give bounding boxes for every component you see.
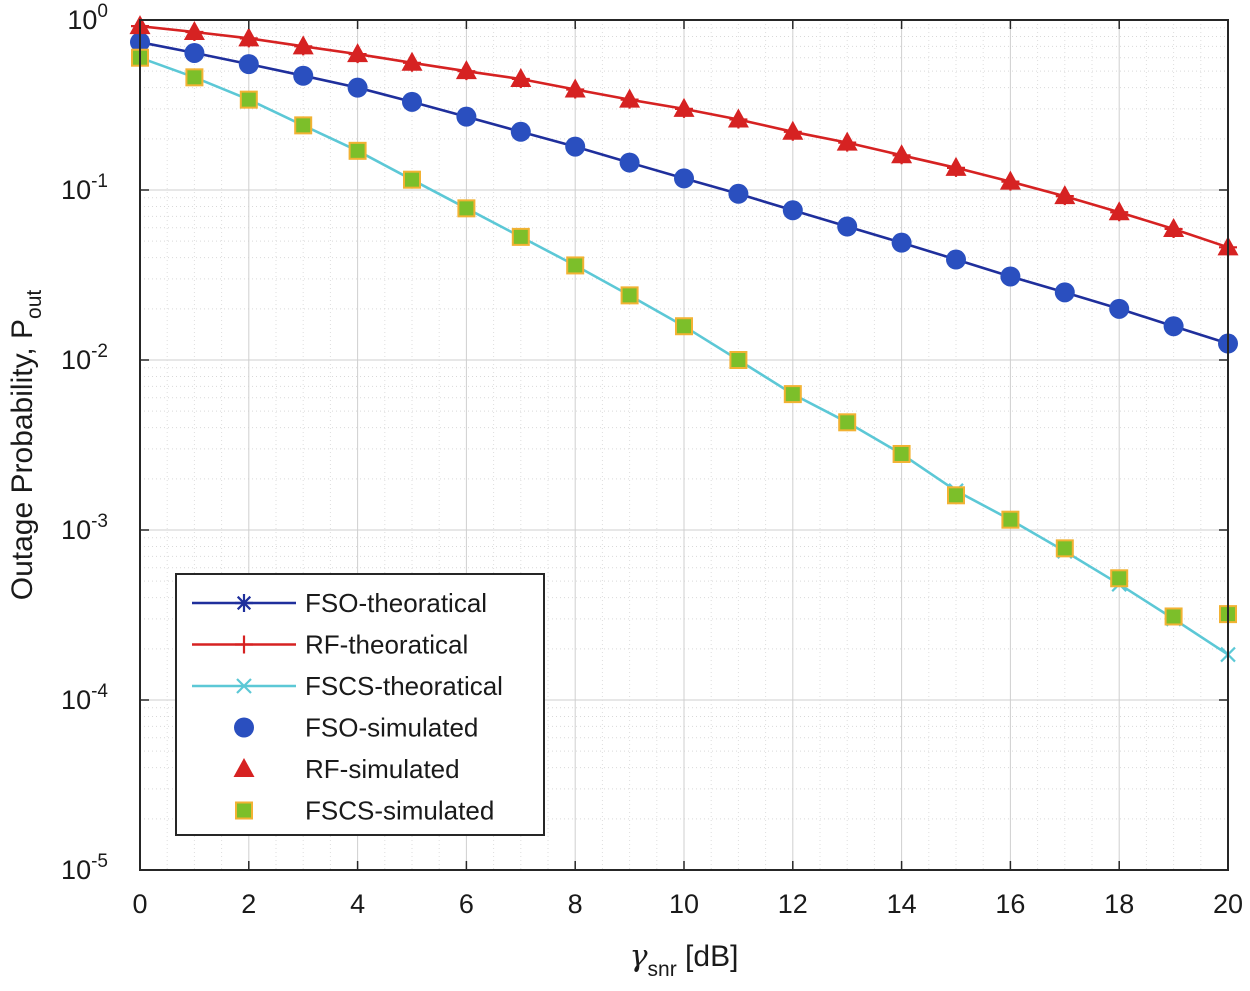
axis-ticks: 0 2 4 6 8 10 12 14 16 18 20 100 10-1 10-2 10-3 10-4 10-5: [61, 1, 1243, 919]
x-tick-label: 18: [1104, 889, 1134, 919]
rf-simulated-point: [292, 35, 314, 55]
fscs-simulated-point: [620, 286, 639, 305]
series-layer: [129, 15, 1239, 663]
legend-marker: [236, 678, 252, 694]
legend-label: FSCS-theoratical: [305, 671, 503, 701]
legend-marker: [235, 801, 253, 820]
x-tick-label: 6: [459, 889, 474, 919]
fso-simulated-point: [674, 168, 694, 189]
rf-simulated-point: [836, 131, 858, 151]
legend-marker: [235, 594, 253, 612]
x-axis-label: γsnr [dB]: [630, 939, 739, 981]
rf-simulated-point: [347, 43, 369, 63]
fso-simulated-point: [1054, 282, 1075, 303]
fscs-simulated-point: [457, 199, 476, 218]
legend-marker: [235, 635, 253, 654]
fscs-simulated-point: [511, 227, 530, 246]
fscs-simulated-point: [947, 486, 965, 505]
x-tick-label: 4: [350, 889, 365, 919]
fso-simulated-point: [891, 232, 912, 253]
fscs-simulated-point: [1164, 607, 1183, 626]
rf-simulated-point: [999, 170, 1021, 190]
fso-simulated-point: [184, 42, 205, 63]
rf-simulated-point: [1054, 185, 1076, 205]
rf-simulated-point: [238, 27, 260, 47]
x-tick-label: 20: [1213, 889, 1243, 919]
legend-label: RF-simulated: [305, 754, 460, 784]
x-tick-label: 14: [887, 889, 917, 919]
legend-label: FSO-simulated: [305, 713, 478, 743]
legend-item-fscs-simulated: FSCS-simulated: [235, 796, 494, 826]
fso-simulated-point: [1109, 298, 1130, 319]
y-tick-label: 10-4: [61, 681, 108, 715]
fscs-simulated-point: [403, 170, 421, 189]
legend-item-fscs-theoratical: FSCS-theoratical: [192, 671, 503, 701]
fso-simulated-point: [565, 136, 586, 157]
rf-simulated-point: [673, 97, 695, 117]
y-axis-label: Outage Probability, Pout: [6, 290, 46, 601]
rf-simulated-point: [619, 88, 641, 108]
fso-simulated-point: [1163, 316, 1184, 337]
x-tick-label: 16: [995, 889, 1025, 919]
fso-simulated-point: [619, 152, 640, 173]
y-tick-label: 100: [67, 1, 108, 35]
rf-simulated-point: [455, 60, 477, 80]
fso-simulated-point: [238, 54, 259, 75]
fscs-simulated-point: [294, 116, 313, 135]
legend-item-fso-theoratical: FSO-theoratical: [192, 588, 487, 618]
rf-simulated-point: [183, 20, 205, 40]
fscs-simulated-point: [185, 68, 204, 87]
fscs-simulated-point: [729, 351, 748, 369]
legend-item-rf-theoratical: RF-theoratical: [192, 630, 468, 660]
fscs-simulated-point: [838, 413, 857, 432]
fscs-simulated-point: [1001, 510, 1020, 529]
y-tick-label: 10-3: [61, 511, 108, 545]
rf-simulated-point: [945, 156, 967, 176]
fso-simulated-point: [782, 200, 803, 221]
rf-simulated-point: [727, 108, 749, 128]
legend-label: FSCS-simulated: [305, 796, 494, 826]
rf-simulated-point: [564, 78, 586, 98]
fso-simulated-point: [293, 65, 314, 86]
y-tick-label: 10-2: [61, 341, 108, 375]
legend-item-rf-simulated: RF-simulated: [233, 754, 460, 784]
y-tick-label: 10-1: [61, 171, 108, 205]
rf-simulated-point: [1108, 201, 1130, 221]
x-tick-label: 2: [241, 889, 256, 919]
x-tick-label: 12: [778, 889, 808, 919]
rf-simulated-point: [401, 51, 423, 71]
legend-marker: [233, 758, 255, 777]
fscs-simulated-point: [239, 90, 258, 109]
fscs-simulated-point: [675, 317, 693, 336]
fso-simulated-point: [456, 106, 477, 127]
y-tick-label: 10-5: [61, 851, 108, 885]
fscs-simulated-point: [892, 444, 911, 463]
fso-simulated-point: [347, 77, 368, 98]
fso-simulated-point: [510, 121, 531, 142]
legend-box: [175, 573, 545, 836]
x-tick-label: 10: [669, 889, 699, 919]
fscs-simulated-point: [1055, 539, 1074, 558]
rf-simulated-point: [782, 120, 804, 140]
fscs-simulated-point: [348, 141, 367, 160]
fso-simulated-point: [728, 183, 749, 204]
fso-simulated-point: [837, 216, 858, 237]
rf-simulated-point: [1163, 217, 1185, 237]
fso-simulated-point: [946, 249, 966, 270]
fso-simulated-point: [402, 91, 422, 112]
legend: FSO-theoratical RF-theoratical FSCS-theora…: [175, 573, 545, 836]
legend-label: RF-theoratical: [305, 630, 468, 660]
fscs-simulated-point: [566, 256, 585, 275]
legend-item-fso-simulated: FSO-simulated: [234, 713, 478, 743]
legend-label: FSO-theoratical: [305, 588, 487, 618]
fscs-simulated-point: [1110, 569, 1129, 588]
x-tick-label: 0: [132, 889, 147, 919]
rf-simulated-point: [891, 144, 913, 164]
fso-simulated-point: [1000, 266, 1021, 287]
rf-simulated-point: [510, 67, 532, 87]
fscs-simulated-point: [783, 385, 802, 404]
legend-marker: [234, 717, 254, 738]
x-tick-label: 8: [568, 889, 583, 919]
